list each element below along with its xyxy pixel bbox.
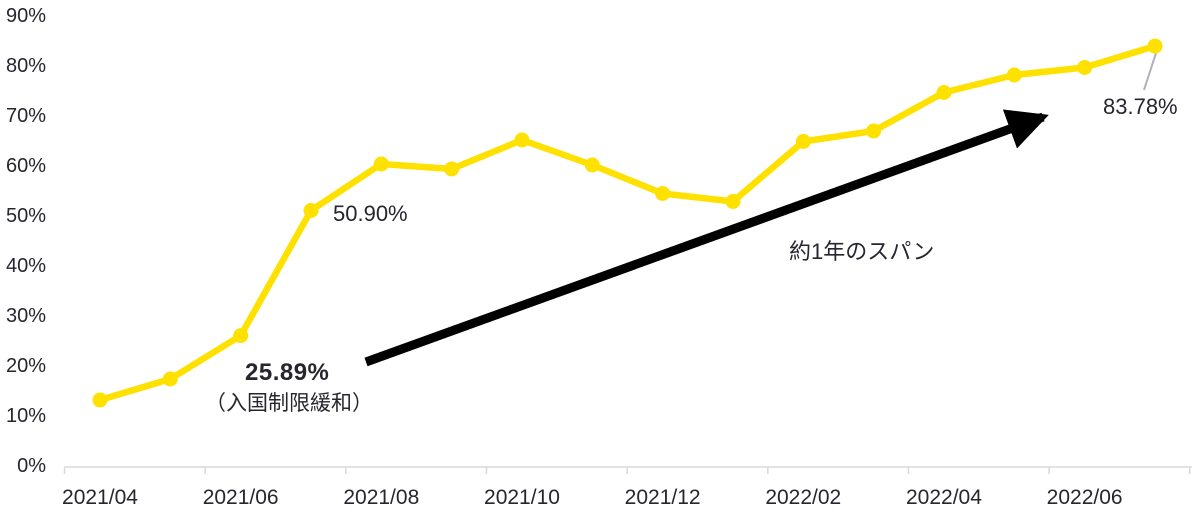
- trend-arrow: [364, 109, 1049, 367]
- data-point-marker: [233, 328, 249, 344]
- data-point-marker: [866, 123, 882, 139]
- data-point-marker: [162, 371, 178, 387]
- label-leader-line: [1143, 49, 1158, 91]
- x-axis-tick-label: 2021/08: [343, 486, 419, 509]
- x-axis-tick-label: 2022/02: [765, 486, 841, 509]
- y-axis-tick-label: 10%: [6, 405, 46, 427]
- data-point-marker: [584, 157, 600, 173]
- data-point-marker: [655, 186, 671, 201]
- y-axis-tick-label: 0%: [17, 455, 46, 477]
- data-point-marker: [1077, 60, 1093, 75]
- data-point-marker: [725, 194, 741, 209]
- y-axis-tick-label: 80%: [6, 55, 46, 77]
- trend-line: [96, 42, 1159, 404]
- data-point-marker: [936, 85, 952, 100]
- x-axis-tick-label: 2022/04: [906, 486, 982, 509]
- data-label-jul-2021: 50.90%: [333, 201, 408, 226]
- x-axis-tick-label: 2021/12: [625, 486, 701, 509]
- y-axis-tick-label: 40%: [6, 255, 46, 277]
- data-label-latest: 83.78%: [1103, 94, 1178, 119]
- data-point-marker: [795, 134, 811, 149]
- x-axis-tick-label: 2022/06: [1047, 486, 1123, 509]
- y-axis-tick-label: 30%: [6, 305, 46, 327]
- data-point-marker: [444, 161, 460, 177]
- y-axis-tick-label: 60%: [6, 155, 46, 177]
- y-axis-tick-label: 90%: [6, 5, 46, 27]
- data-point-marker: [303, 203, 319, 218]
- y-axis-tick-label: 70%: [6, 105, 46, 127]
- x-axis-tick-label: 2021/06: [203, 486, 279, 509]
- note-entry-restriction-easing: （入国制限緩和）: [205, 392, 373, 415]
- x-axis-tick-label: 2021/04: [62, 486, 138, 509]
- y-axis-tick-label: 50%: [6, 205, 46, 227]
- y-axis-tick-label: 20%: [6, 355, 46, 377]
- x-axis-tick-label: 2021/10: [484, 486, 560, 509]
- data-point-marker: [373, 156, 389, 172]
- data-point-marker: [1006, 67, 1022, 83]
- data-point-marker: [514, 132, 530, 148]
- data-label-jun-2021: 25.89%: [245, 359, 330, 386]
- trend-arrow-label: 約1年のスパン: [789, 239, 935, 264]
- data-point-marker: [92, 392, 108, 408]
- data-point-marker: [1147, 38, 1163, 54]
